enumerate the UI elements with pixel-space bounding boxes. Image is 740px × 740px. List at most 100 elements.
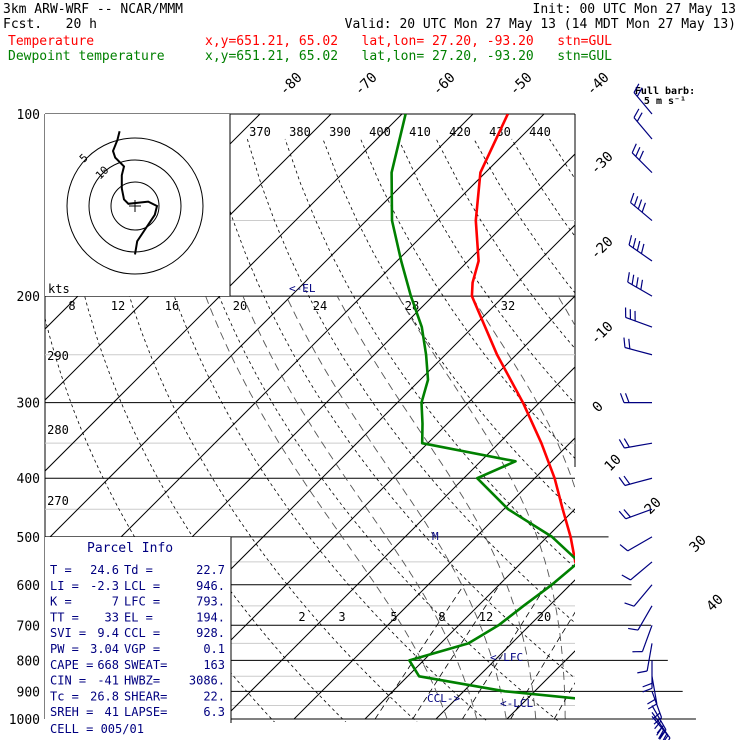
- hodograph-units-label: kts: [48, 282, 70, 296]
- wind-barb-flag: [653, 717, 662, 725]
- wind-barb-flag: [647, 703, 658, 710]
- wind-barb-flag: [636, 112, 643, 122]
- wind-barb-flag: [668, 737, 671, 740]
- isotherm-tick-label: 40: [704, 592, 727, 615]
- wind-barbs: [618, 83, 671, 740]
- pressure-tick-label: 400: [17, 472, 40, 487]
- moist-adiabat-label: 12: [111, 299, 125, 313]
- dry-adiabat: [549, 138, 575, 180]
- isotherm-line: [578, 114, 740, 719]
- wind-barb: [618, 475, 653, 487]
- hodograph-background: [45, 114, 230, 296]
- wind-barb-flag: [640, 279, 644, 290]
- wind-barb-flag: [633, 196, 639, 206]
- parcel-row-value: 928.: [196, 626, 225, 640]
- wind-barb-flag: [618, 510, 627, 520]
- theta-tick-label: 410: [409, 125, 431, 139]
- parcel-row-value: -2.3: [90, 579, 119, 593]
- parcel-row-label: LI =: [50, 579, 79, 593]
- isotherm-line: [364, 508, 575, 720]
- wind-barb-staff: [624, 477, 653, 487]
- temperature-location: x,y=651.21, 65.02 lat,lon= 27.20, -93.20…: [205, 34, 612, 49]
- wind-barb: [624, 307, 653, 328]
- parcel-row-value: 26.8: [90, 689, 119, 703]
- parcel-row-label: Td =: [124, 563, 153, 577]
- isotherm-line: [151, 295, 575, 720]
- wind-barb: [651, 705, 667, 738]
- barb-legend-title: Full barb:: [635, 86, 695, 97]
- wind-barb-flag: [621, 574, 631, 581]
- wind-barb-flag: [641, 202, 646, 213]
- wind-barb-flag: [628, 338, 631, 349]
- parcel-panel-background: [45, 537, 231, 723]
- wind-barb-flag: [636, 87, 643, 97]
- hodograph: 510: [45, 114, 231, 296]
- barb-legend-units: 5 m s⁻¹: [644, 96, 686, 107]
- theta-tick-label: 390: [329, 125, 351, 139]
- wind-barb-staff: [633, 117, 653, 140]
- isotherm-line: [720, 114, 740, 719]
- wind-barb-flag: [647, 698, 657, 705]
- dry-adiabat: [360, 138, 575, 459]
- lfc-marker: <-LFC: [490, 651, 523, 664]
- wind-barb: [624, 584, 653, 607]
- wind-barb: [619, 393, 652, 404]
- isotherm-tick-label: -80: [277, 70, 306, 99]
- wind-barb-flag: [627, 272, 630, 283]
- theta-tick-label: 280: [47, 423, 69, 437]
- dry-adiabat: [663, 139, 740, 732]
- parcel-row-label: TT =: [50, 610, 79, 624]
- wind-barb-flag: [624, 393, 630, 403]
- dewpoint-legend: Dewpoint temperature: [8, 49, 165, 64]
- dry-adiabat: [398, 138, 575, 405]
- parcel-row-label: VGP =: [124, 642, 160, 656]
- parcel-row-value: 7: [112, 595, 119, 609]
- isotherm-tick-label: -30: [588, 149, 617, 178]
- wind-barb-flag: [623, 438, 630, 448]
- moist-adiabat: [285, 295, 508, 722]
- isotherm-tick-label: -60: [430, 70, 459, 99]
- hodograph-ring: [66, 137, 204, 275]
- isotherm-line: [506, 650, 575, 720]
- init-time: Init: 00 UTC Mon 27 May 13: [532, 2, 737, 17]
- model-title: 3km ARW-WRF -- NCAR/MMM: [3, 2, 184, 17]
- wind-barb-flag: [658, 729, 665, 740]
- profiles: [390, 114, 575, 700]
- parcel-row-label: LFC =: [124, 595, 160, 609]
- dewpoint-location: x,y=651.21, 65.02 lat,lon= 27.20, -93.20…: [205, 49, 612, 64]
- wind-barb: [642, 660, 653, 693]
- wind-barb-flag: [637, 199, 643, 210]
- isotherm-line: [293, 437, 575, 720]
- ccl-marker: CCL->: [427, 692, 460, 705]
- wind-barb: [621, 561, 653, 581]
- pressure-tick-label: 800: [17, 654, 40, 669]
- dry-adiabat: [209, 138, 575, 679]
- parcel-row-value: 3086.: [189, 674, 225, 688]
- parcel-cell-id: CELL = 005/01: [50, 722, 144, 736]
- wind-barb-staff: [630, 561, 653, 581]
- temperature-legend: Temperature: [8, 34, 95, 49]
- wind-barb-staff: [624, 346, 653, 356]
- wind-barb-staff: [637, 605, 653, 631]
- wind-barb-flag: [628, 627, 639, 631]
- pressure-tick-label: 700: [17, 619, 40, 634]
- theta-tick-label: 440: [529, 125, 551, 139]
- parcel-row-label: SVI =: [50, 626, 86, 640]
- pressure-tick-label: 100: [17, 108, 40, 123]
- parcel-row-label: K =: [50, 595, 72, 609]
- wind-barb: [619, 536, 653, 552]
- wind-barb-flag: [656, 725, 664, 734]
- wind-barb-flag: [664, 734, 669, 740]
- isotherm-tick-label: -50: [507, 70, 536, 99]
- wind-barb-flag: [633, 108, 640, 118]
- wind-barb-flag: [635, 147, 641, 157]
- wind-barb-flag: [628, 235, 633, 246]
- pressure-tick-label: 1000: [9, 713, 40, 728]
- pressure-tick-label: 900: [17, 685, 40, 700]
- wind-barb: [628, 235, 653, 262]
- parcel-row-value: 793.: [196, 595, 225, 609]
- wind-barb-flag: [619, 393, 625, 403]
- wind-barb: [628, 605, 653, 631]
- wind-barb: [633, 108, 653, 140]
